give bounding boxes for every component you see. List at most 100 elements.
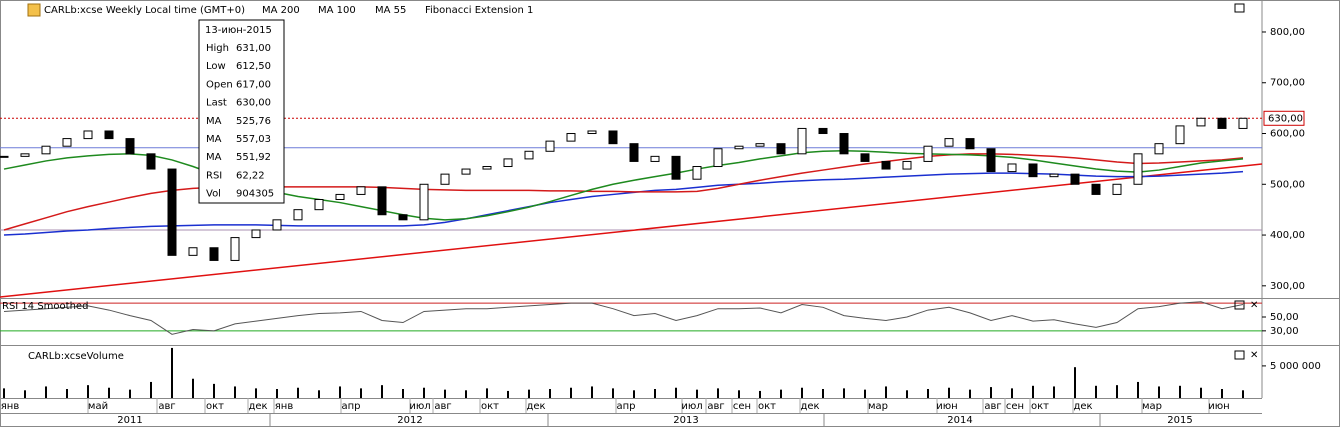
volume-bar <box>381 385 383 398</box>
volume-title[interactable]: CARLb:xcseVolume <box>28 351 124 362</box>
candle <box>1217 117 1227 129</box>
y-tick-label: 600,00 <box>1270 129 1305 140</box>
month-label: авг <box>434 401 451 412</box>
volume-bar <box>1074 367 1076 398</box>
volume-bar <box>549 389 551 398</box>
candle <box>461 168 471 175</box>
volume-bar <box>1158 386 1160 398</box>
month-label: окт <box>481 401 499 412</box>
close-button[interactable]: ✕ <box>1250 300 1258 311</box>
month-label: апр <box>616 401 635 412</box>
tooltip-date: 13-июн-2015 <box>205 25 272 36</box>
year-label: 2012 <box>397 415 422 426</box>
volume-bar <box>234 386 236 398</box>
last-price-box <box>1263 110 1305 126</box>
volume-bar <box>486 388 488 398</box>
candle <box>104 130 114 140</box>
month-label: янв <box>1 401 20 412</box>
maximize-button[interactable] <box>1234 3 1245 13</box>
volume-bar <box>339 386 341 398</box>
legend-ma100[interactable]: MA 100 <box>318 5 356 16</box>
symbol-icon[interactable] <box>27 3 41 17</box>
candle <box>356 186 366 195</box>
month-label: сен <box>1006 401 1024 412</box>
candle <box>1091 183 1101 195</box>
candle <box>755 143 765 147</box>
candle <box>545 140 555 152</box>
maximize-button[interactable] <box>1234 350 1245 360</box>
candle <box>482 166 492 170</box>
volume-bar <box>885 386 887 398</box>
candle <box>1007 163 1017 173</box>
volume-bar <box>1011 388 1013 398</box>
volume-bar <box>171 347 173 398</box>
candle <box>1028 163 1038 178</box>
candle <box>818 127 828 135</box>
volume-bar <box>213 383 215 398</box>
tooltip-value: 612,50 <box>236 61 271 72</box>
volume-bar <box>738 390 740 398</box>
tooltip-value: 631,00 <box>236 43 271 54</box>
candle <box>41 145 51 155</box>
candle <box>503 158 513 168</box>
close-button[interactable]: ✕ <box>1250 350 1258 361</box>
tooltip-label: Last <box>206 98 227 109</box>
candle <box>650 155 660 162</box>
y-tick-label: 300,00 <box>1270 281 1305 292</box>
volume-bar <box>66 389 68 398</box>
candle <box>1133 153 1143 185</box>
volume-bar <box>696 389 698 398</box>
candle <box>20 153 30 157</box>
candle <box>125 138 135 155</box>
volume-bar <box>297 387 299 398</box>
candle <box>881 160 891 170</box>
tooltip-label: High <box>206 43 229 54</box>
candle <box>440 173 450 185</box>
month-label: авг <box>158 401 175 412</box>
volume-bar <box>1179 385 1181 398</box>
rsi-title[interactable]: RSI 14 Smoothed <box>2 301 88 312</box>
volume-bar <box>843 388 845 398</box>
last-price-label: 630,00 <box>1268 113 1303 124</box>
volume-bar <box>1053 386 1055 398</box>
volume-bar <box>633 390 635 398</box>
candle <box>1049 173 1059 178</box>
candle <box>0 155 9 158</box>
y-tick-label: 30,00 <box>1270 326 1299 337</box>
month-label: июл <box>409 401 430 412</box>
candle <box>1112 183 1122 195</box>
volume-bar <box>1137 381 1139 398</box>
volume-bar <box>801 387 803 398</box>
tooltip-value: 617,00 <box>236 79 271 90</box>
month-label: дек <box>800 401 819 412</box>
volume-bar <box>864 389 866 398</box>
candle <box>335 193 345 201</box>
volume-bar <box>87 385 89 398</box>
candle <box>83 130 93 140</box>
volume-bar <box>192 378 194 398</box>
volume-bar <box>591 386 593 398</box>
volume-bar <box>318 390 320 398</box>
tooltip-label: MA <box>206 134 222 145</box>
month-label: авг <box>984 401 1001 412</box>
candle <box>167 168 177 256</box>
candle <box>629 143 639 162</box>
legend-ma55[interactable]: MA 55 <box>375 5 406 16</box>
maximize-button[interactable] <box>1234 300 1245 310</box>
volume-bar <box>1242 390 1244 398</box>
month-label: дек <box>248 401 267 412</box>
volume-bar <box>444 389 446 398</box>
volume-bar <box>612 388 614 398</box>
candle <box>230 237 240 261</box>
legend-ma200[interactable]: MA 200 <box>262 5 300 16</box>
legend-fib[interactable]: Fibonacci Extension 1 <box>425 5 533 16</box>
candle <box>1070 173 1080 185</box>
symbol-label[interactable]: CARLb:xcse Weekly Local time (GMT+0) <box>44 5 245 16</box>
volume-bar <box>1200 387 1202 398</box>
tooltip-box <box>198 19 285 204</box>
volume-bar <box>150 381 152 398</box>
volume-bar <box>3 388 5 398</box>
